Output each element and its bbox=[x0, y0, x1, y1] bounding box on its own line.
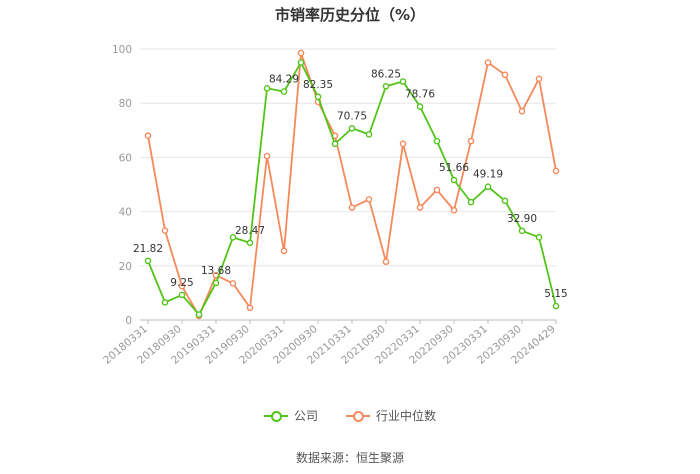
data-point-company bbox=[246, 239, 254, 247]
data-label-company: 86.25 bbox=[371, 68, 401, 80]
data-point-company bbox=[229, 234, 237, 241]
data-point-industry bbox=[365, 196, 373, 203]
data-point-industry bbox=[467, 137, 475, 145]
data-label-company: 70.75 bbox=[337, 110, 367, 122]
data-point-company bbox=[467, 198, 475, 206]
data-point-industry bbox=[178, 282, 186, 290]
data-point-industry bbox=[144, 132, 152, 140]
data-point-company bbox=[433, 137, 441, 145]
data-label-company: 84.29 bbox=[269, 74, 299, 86]
data-point-company bbox=[331, 140, 339, 148]
legend-label-industry: 行业中位数 bbox=[376, 409, 437, 423]
data-point-industry bbox=[416, 204, 424, 211]
y-tick-label: 100 bbox=[112, 44, 132, 56]
data-point-industry bbox=[501, 71, 509, 79]
data-label-company: 9.25 bbox=[170, 277, 193, 289]
data-point-industry bbox=[399, 140, 407, 148]
data-point-company bbox=[280, 88, 288, 95]
data-point-company bbox=[297, 59, 305, 66]
data-point-industry bbox=[484, 59, 492, 66]
data-point-company bbox=[144, 257, 152, 265]
data-point-industry bbox=[433, 186, 441, 194]
data-point-industry bbox=[246, 304, 254, 312]
legend-item-industry[interactable]: 行业中位数 bbox=[346, 407, 436, 424]
legend-marker-industry bbox=[346, 410, 370, 422]
y-tick-label: 40 bbox=[119, 207, 132, 219]
data-label-company: 51.66 bbox=[439, 162, 469, 174]
data-label-company: 78.76 bbox=[405, 89, 435, 101]
data-point-industry bbox=[280, 247, 288, 255]
data-point-industry bbox=[518, 108, 526, 115]
data-point-company bbox=[501, 197, 509, 205]
data-label-company: 49.19 bbox=[473, 169, 503, 181]
legend: 公司 行业中位数 bbox=[0, 407, 700, 424]
data-point-company bbox=[212, 279, 220, 287]
source-note: 数据来源：恒生聚源 bbox=[295, 451, 404, 465]
data-point-company bbox=[399, 78, 407, 85]
grid-lines bbox=[140, 48, 556, 267]
data-point-industry bbox=[535, 75, 543, 83]
data-point-company bbox=[484, 183, 492, 190]
data-point-company bbox=[552, 302, 560, 310]
legend-marker-company bbox=[263, 410, 288, 422]
data-point-industry bbox=[161, 227, 169, 234]
data-point-industry bbox=[382, 258, 390, 266]
data-point-company bbox=[178, 291, 186, 299]
data-point-company bbox=[365, 131, 373, 138]
data-point-company bbox=[195, 311, 203, 318]
data-label-company: 21.82 bbox=[133, 243, 163, 255]
data-point-industry bbox=[348, 204, 356, 211]
data-point-industry bbox=[297, 49, 305, 57]
axes: 0204060801002018033120180930201903312019… bbox=[101, 44, 558, 367]
data-label-company: 82.35 bbox=[303, 79, 333, 91]
data-point-industry bbox=[450, 206, 458, 214]
y-tick-label: 20 bbox=[119, 261, 132, 273]
data-point-company bbox=[382, 82, 390, 90]
data-point-company bbox=[161, 299, 169, 306]
data-point-company bbox=[348, 124, 356, 132]
data-point-company bbox=[314, 93, 322, 101]
data-point-industry bbox=[552, 167, 560, 175]
y-tick-label: 80 bbox=[119, 98, 132, 110]
data-point-company bbox=[518, 227, 526, 235]
data-point-company bbox=[450, 176, 458, 184]
data-point-industry bbox=[229, 280, 237, 287]
y-tick-label: 60 bbox=[119, 152, 132, 164]
data-point-company bbox=[416, 103, 424, 110]
data-point-industry bbox=[263, 152, 271, 160]
data-point-company bbox=[535, 234, 543, 241]
data-label-company: 13.68 bbox=[201, 265, 231, 277]
y-tick-label: 0 bbox=[125, 315, 132, 327]
series-lines bbox=[144, 49, 560, 320]
legend-item-company[interactable]: 公司 bbox=[263, 407, 318, 424]
legend-label-company: 公司 bbox=[293, 409, 318, 423]
data-point-company bbox=[263, 84, 271, 92]
data-label-company: 32.90 bbox=[507, 213, 537, 225]
data-labels: 21.82 9.25 13.68 28.47 84.29 82.35 70.75 86.25 7… bbox=[133, 68, 568, 300]
chart-title: 市销率历史分位（%） bbox=[274, 6, 426, 24]
data-label-company: 5.15 bbox=[544, 288, 567, 300]
data-label-company: 28.47 bbox=[235, 225, 265, 237]
